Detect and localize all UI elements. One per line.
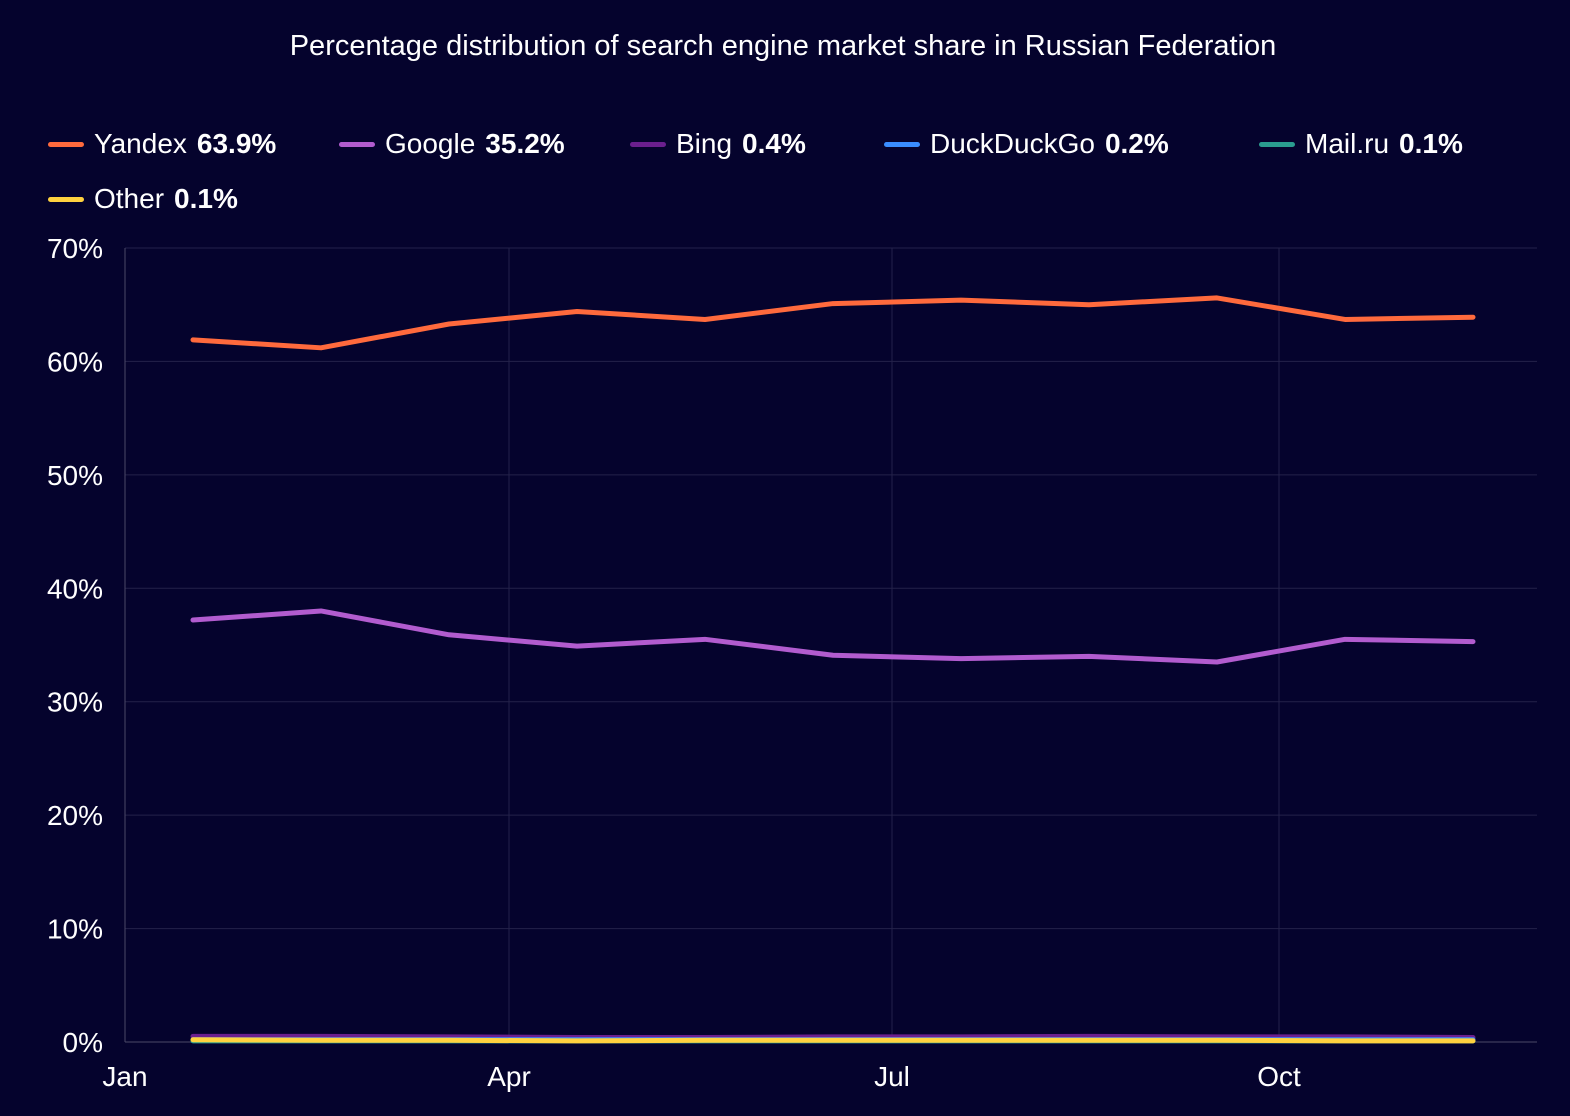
- series-line-google: [190, 608, 1476, 665]
- legend-swatch: [884, 141, 920, 147]
- x-tick-label: Jan: [102, 1061, 147, 1092]
- legend-label: Yandex: [94, 128, 187, 159]
- y-tick-label: 0%: [63, 1027, 103, 1058]
- legend-swatch: [48, 196, 84, 202]
- chart-title: Percentage distribution of search engine…: [289, 30, 1277, 62]
- legend-swatch: [1259, 141, 1295, 147]
- legend-swatch: [48, 141, 84, 147]
- legend-label: Google: [385, 128, 476, 159]
- legend-item-yandex[interactable]: Yandex 63.9%: [48, 128, 276, 160]
- y-tick-label: 20%: [47, 800, 103, 831]
- legend-item-mailru[interactable]: Mail.ru 0.1%: [1259, 128, 1463, 160]
- legend-label: DuckDuckGo: [930, 128, 1095, 159]
- y-tick-label: 10%: [47, 914, 103, 945]
- y-tick-label: 40%: [47, 573, 103, 604]
- legend-item-bing[interactable]: Bing 0.4%: [630, 128, 806, 160]
- legend-value: 0.2%: [1104, 128, 1169, 159]
- x-tick-label: Apr: [487, 1061, 531, 1092]
- series-line-yandex: [190, 295, 1476, 351]
- legend-label: Other: [94, 183, 165, 214]
- y-tick-label: 60%: [47, 346, 103, 377]
- x-tick-label: Oct: [1257, 1061, 1301, 1092]
- legend-value: 63.9%: [196, 128, 277, 159]
- legend-item-google[interactable]: Google 35.2%: [339, 128, 565, 160]
- legend-label: Mail.ru: [1305, 128, 1390, 159]
- legend-swatch: [339, 141, 375, 147]
- legend-label: Bing: [676, 128, 733, 159]
- legend-swatch: [630, 141, 666, 147]
- y-tick-label: 70%: [47, 233, 103, 264]
- legend-item-duckduckgo[interactable]: DuckDuckGo 0.2%: [884, 128, 1169, 160]
- legend-value: 0.1%: [1399, 128, 1463, 159]
- x-tick-label: Jul: [874, 1061, 910, 1092]
- legend-value: 0.4%: [742, 128, 806, 159]
- y-tick-label: 30%: [47, 687, 103, 718]
- legend-item-other[interactable]: Other 0.1%: [48, 183, 238, 215]
- legend-value: 0.1%: [174, 183, 238, 214]
- y-tick-label: 50%: [47, 460, 103, 491]
- legend-value: 35.2%: [485, 128, 565, 159]
